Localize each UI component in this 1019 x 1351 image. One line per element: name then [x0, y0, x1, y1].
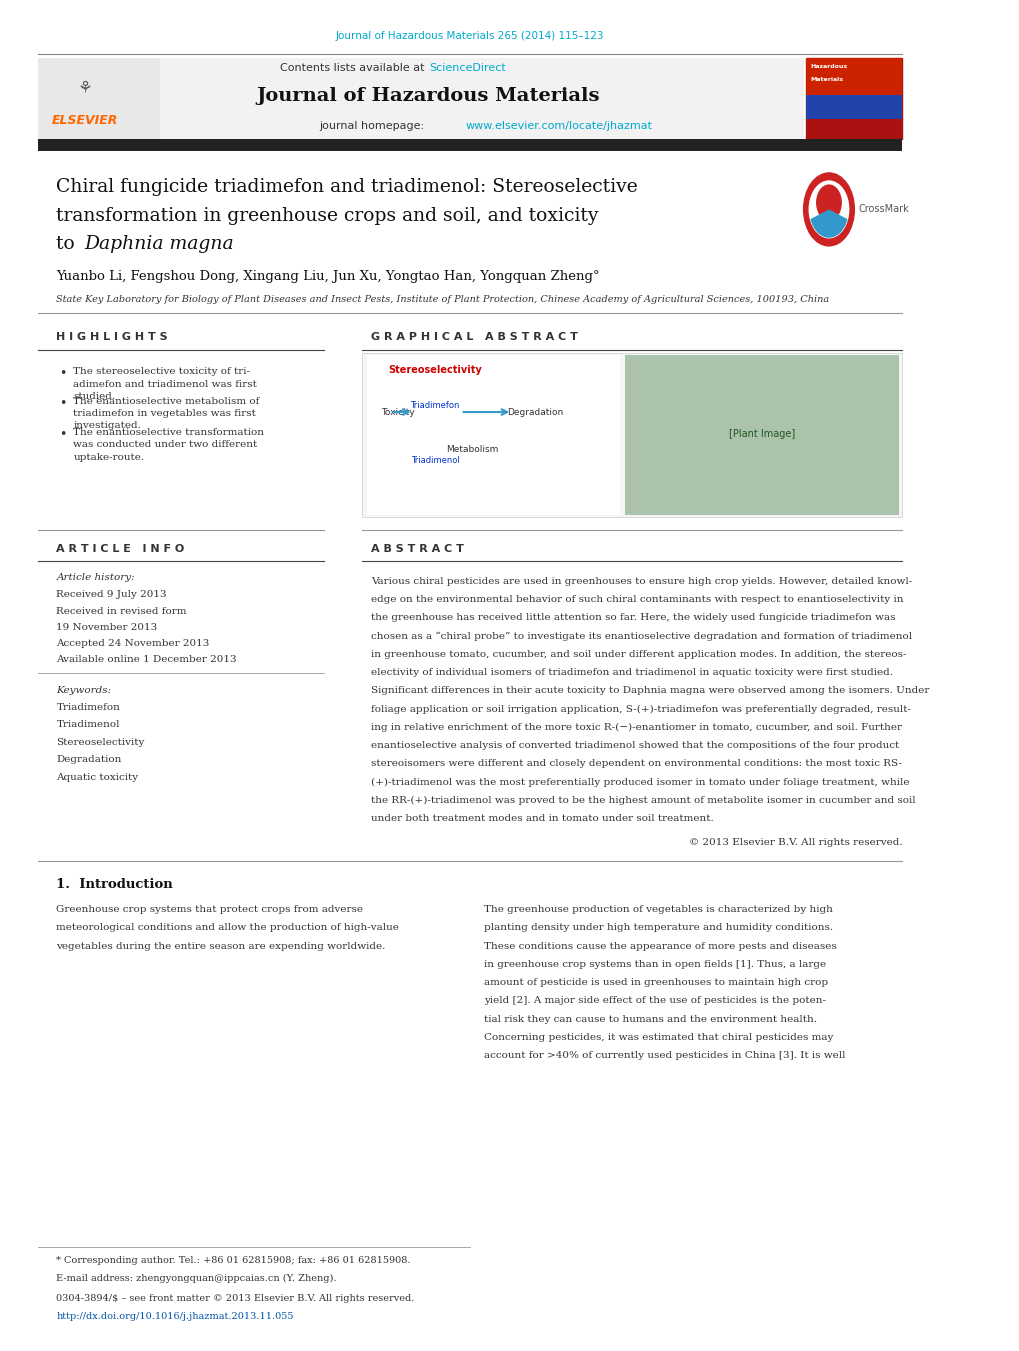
Text: amount of pesticide is used in greenhouses to maintain high crop: amount of pesticide is used in greenhous… — [484, 978, 827, 988]
FancyBboxPatch shape — [38, 139, 902, 151]
Text: Stereoselectivity: Stereoselectivity — [56, 738, 145, 747]
Text: A B S T R A C T: A B S T R A C T — [371, 544, 464, 554]
Text: Chiral fungicide triadimefon and triadimenol: Stereoselective: Chiral fungicide triadimefon and triadim… — [56, 178, 638, 196]
Text: 0304-3894/$ – see front matter © 2013 Elsevier B.V. All rights reserved.: 0304-3894/$ – see front matter © 2013 El… — [56, 1294, 415, 1304]
Text: chosen as a “chiral probe” to investigate its enantioselective degradation and f: chosen as a “chiral probe” to investigat… — [371, 631, 911, 640]
Text: Stereoselectivity: Stereoselectivity — [388, 365, 482, 374]
FancyBboxPatch shape — [806, 95, 902, 119]
Text: ELSEVIER: ELSEVIER — [52, 113, 118, 127]
Text: A R T I C L E   I N F O: A R T I C L E I N F O — [56, 544, 184, 554]
Text: Journal of Hazardous Materials 265 (2014) 115–123: Journal of Hazardous Materials 265 (2014… — [335, 31, 603, 41]
Text: Materials: Materials — [809, 77, 843, 82]
FancyBboxPatch shape — [806, 58, 902, 95]
Text: to: to — [56, 235, 82, 253]
Text: Various chiral pesticides are used in greenhouses to ensure high crop yields. Ho: Various chiral pesticides are used in gr… — [371, 577, 912, 586]
Text: * Corresponding author. Tel.: +86 01 62815908; fax: +86 01 62815908.: * Corresponding author. Tel.: +86 01 628… — [56, 1256, 411, 1266]
Text: G R A P H I C A L   A B S T R A C T: G R A P H I C A L A B S T R A C T — [371, 332, 578, 342]
Text: account for >40% of currently used pesticides in China [3]. It is well: account for >40% of currently used pesti… — [484, 1051, 845, 1061]
Text: Article history:: Article history: — [56, 573, 135, 582]
Text: 19 November 2013: 19 November 2013 — [56, 623, 158, 632]
Text: Accepted 24 November 2013: Accepted 24 November 2013 — [56, 639, 210, 648]
Text: CrossMark: CrossMark — [857, 204, 908, 215]
Text: Contents lists available at: Contents lists available at — [279, 62, 427, 73]
Circle shape — [816, 185, 841, 220]
Text: Received in revised form: Received in revised form — [56, 607, 186, 616]
Circle shape — [808, 181, 848, 238]
Text: Triadimenol: Triadimenol — [411, 457, 460, 465]
Text: Toxicity: Toxicity — [380, 408, 414, 416]
Text: Available online 1 December 2013: Available online 1 December 2013 — [56, 655, 236, 665]
Text: 1.  Introduction: 1. Introduction — [56, 878, 173, 892]
Circle shape — [803, 173, 854, 246]
Text: Concerning pesticides, it was estimated that chiral pesticides may: Concerning pesticides, it was estimated … — [484, 1034, 833, 1042]
Text: [Plant Image]: [Plant Image] — [729, 428, 795, 439]
Text: in greenhouse tomato, cucumber, and soil under different application modes. In a: in greenhouse tomato, cucumber, and soil… — [371, 650, 906, 659]
Text: the greenhouse has received little attention so far. Here, the widely used fungi: the greenhouse has received little atten… — [371, 613, 895, 623]
FancyBboxPatch shape — [38, 58, 803, 139]
Text: electivity of individual isomers of triadimefon and triadimenol in aquatic toxic: electivity of individual isomers of tria… — [371, 667, 893, 677]
Text: yield [2]. A major side effect of the use of pesticides is the poten-: yield [2]. A major side effect of the us… — [484, 997, 825, 1005]
Text: Greenhouse crop systems that protect crops from adverse: Greenhouse crop systems that protect cro… — [56, 905, 363, 915]
FancyBboxPatch shape — [625, 355, 899, 515]
Text: The enantioselective metabolism of
triadimefon in vegetables was first
investiga: The enantioselective metabolism of triad… — [73, 397, 260, 431]
Text: journal homepage:: journal homepage: — [319, 120, 428, 131]
Text: meteorological conditions and allow the production of high-value: meteorological conditions and allow the … — [56, 924, 398, 932]
Text: transformation in greenhouse crops and soil, and toxicity: transformation in greenhouse crops and s… — [56, 207, 598, 224]
Text: •: • — [59, 367, 66, 381]
Text: Received 9 July 2013: Received 9 July 2013 — [56, 590, 167, 600]
Text: Yuanbo Li, Fengshou Dong, Xingang Liu, Jun Xu, Yongtao Han, Yongquan Zheng°: Yuanbo Li, Fengshou Dong, Xingang Liu, J… — [56, 270, 599, 284]
Text: The enantioselective transformation
was conducted under two different
uptake-rou: The enantioselective transformation was … — [73, 428, 264, 462]
Text: Metabolism: Metabolism — [445, 446, 497, 454]
Text: Daphnia magna: Daphnia magna — [85, 235, 234, 253]
Text: stereoisomers were different and closely dependent on environmental conditions: : stereoisomers were different and closely… — [371, 759, 902, 769]
FancyBboxPatch shape — [806, 58, 902, 139]
Text: in greenhouse crop systems than in open fields [1]. Thus, a large: in greenhouse crop systems than in open … — [484, 959, 825, 969]
Text: State Key Laboratory for Biology of Plant Diseases and Insect Pests, Institute o: State Key Laboratory for Biology of Plan… — [56, 295, 828, 304]
Text: ScienceDirect: ScienceDirect — [429, 62, 505, 73]
Text: •: • — [59, 428, 66, 442]
FancyBboxPatch shape — [366, 355, 620, 515]
Wedge shape — [810, 209, 847, 238]
Text: planting density under high temperature and humidity conditions.: planting density under high temperature … — [484, 924, 833, 932]
Text: E-mail address: zhengyongquan@ippcaias.cn (Y. Zheng).: E-mail address: zhengyongquan@ippcaias.c… — [56, 1274, 336, 1283]
FancyBboxPatch shape — [38, 58, 160, 139]
Text: Keywords:: Keywords: — [56, 686, 111, 696]
Text: foliage application or soil irrigation application, S-(+)-triadimefon was prefer: foliage application or soil irrigation a… — [371, 704, 910, 713]
Text: H I G H L I G H T S: H I G H L I G H T S — [56, 332, 168, 342]
Text: Significant differences in their acute toxicity to Daphnia magna were observed a: Significant differences in their acute t… — [371, 686, 928, 696]
Text: These conditions cause the appearance of more pests and diseases: These conditions cause the appearance of… — [484, 942, 836, 951]
Text: vegetables during the entire season are expending worldwide.: vegetables during the entire season are … — [56, 942, 385, 951]
Text: ing in relative enrichment of the more toxic R-(−)-enantiomer in tomato, cucumbe: ing in relative enrichment of the more t… — [371, 723, 902, 732]
Text: Degradation: Degradation — [507, 408, 564, 416]
Text: under both treatment modes and in tomato under soil treatment.: under both treatment modes and in tomato… — [371, 813, 713, 823]
Text: tial risk they can cause to humans and the environment health.: tial risk they can cause to humans and t… — [484, 1015, 816, 1024]
Text: Hazardous: Hazardous — [809, 63, 847, 69]
Text: enantioselective analysis of converted triadimenol showed that the compositions : enantioselective analysis of converted t… — [371, 740, 899, 750]
Text: the RR-(+)-triadimenol was proved to be the highest amount of metabolite isomer : the RR-(+)-triadimenol was proved to be … — [371, 796, 915, 805]
Text: Triadimefon: Triadimefon — [410, 401, 460, 409]
Text: •: • — [59, 397, 66, 411]
Text: © 2013 Elsevier B.V. All rights reserved.: © 2013 Elsevier B.V. All rights reserved… — [688, 838, 902, 847]
Text: Journal of Hazardous Materials: Journal of Hazardous Materials — [256, 86, 599, 105]
Text: Aquatic toxicity: Aquatic toxicity — [56, 773, 139, 782]
Text: The greenhouse production of vegetables is characterized by high: The greenhouse production of vegetables … — [484, 905, 833, 915]
Text: edge on the environmental behavior of such chiral contaminants with respect to e: edge on the environmental behavior of su… — [371, 594, 903, 604]
Text: The stereoselective toxicity of tri-
adimefon and triadimenol was first
studied.: The stereoselective toxicity of tri- adi… — [73, 367, 257, 401]
Text: Triadimefon: Triadimefon — [56, 703, 120, 712]
FancyBboxPatch shape — [362, 353, 902, 517]
Text: www.elsevier.com/locate/jhazmat: www.elsevier.com/locate/jhazmat — [465, 120, 651, 131]
Text: Degradation: Degradation — [56, 755, 121, 765]
Text: http://dx.doi.org/10.1016/j.jhazmat.2013.11.055: http://dx.doi.org/10.1016/j.jhazmat.2013… — [56, 1312, 293, 1321]
Text: (+)-triadimenol was the most preferentially produced isomer in tomato under foli: (+)-triadimenol was the most preferentia… — [371, 777, 909, 786]
Text: ⚘: ⚘ — [77, 78, 92, 97]
Text: Triadimenol: Triadimenol — [56, 720, 120, 730]
